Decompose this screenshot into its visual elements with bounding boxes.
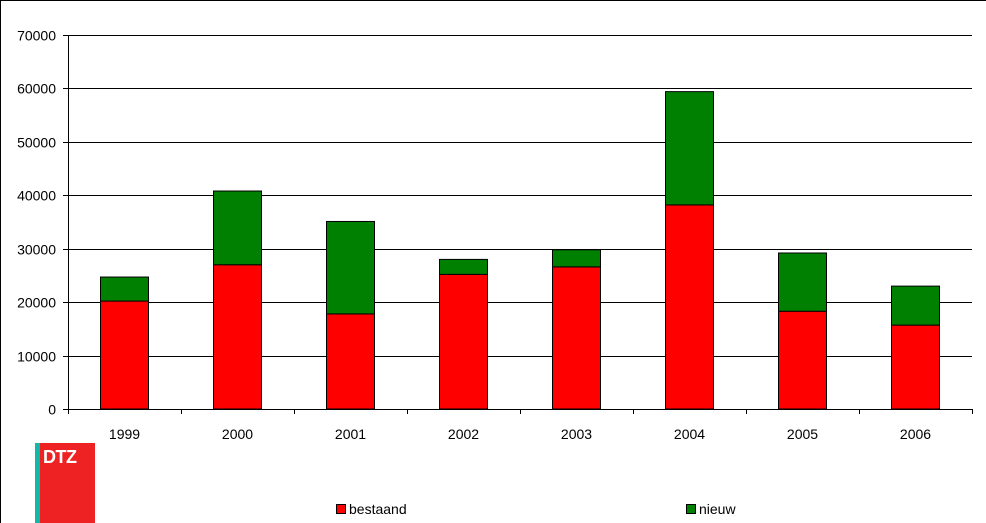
legend-label-nieuw: nieuw — [699, 501, 736, 517]
x-category-label: 2003 — [561, 426, 592, 442]
bar-bestaand — [213, 264, 262, 410]
y-tick-label: 50000 — [17, 135, 56, 151]
bar-nieuw — [439, 258, 488, 275]
bar-bestaand — [891, 324, 940, 410]
x-category-label: 1999 — [109, 426, 140, 442]
dtz-logo: DTZ — [35, 443, 95, 523]
bar-bestaand — [778, 310, 827, 410]
bar-nieuw — [778, 252, 827, 312]
x-category-label: 2005 — [787, 426, 818, 442]
x-category-label: 2004 — [674, 426, 705, 442]
y-tick-label: 20000 — [17, 295, 56, 311]
logo-box: DTZ — [40, 443, 95, 523]
y-tick-label: 30000 — [17, 242, 56, 258]
y-tick-label: 60000 — [17, 81, 56, 97]
x-category-label: 2000 — [222, 426, 253, 442]
legend-swatch-bestaand — [336, 504, 346, 514]
bar-bestaand — [439, 273, 488, 410]
bar-bestaand — [100, 300, 149, 410]
logo-text: DTZ — [43, 447, 77, 467]
bar-nieuw — [552, 249, 601, 268]
y-tick-label: 10000 — [17, 349, 56, 365]
x-category-label: 2006 — [900, 426, 931, 442]
legend-swatch-nieuw — [686, 504, 696, 514]
y-tick-label: 0 — [48, 402, 56, 418]
bar-nieuw — [665, 91, 714, 206]
bar-bestaand — [552, 266, 601, 410]
x-category-label: 2001 — [335, 426, 366, 442]
y-tick-label: 40000 — [17, 188, 56, 204]
bar-bestaand — [665, 204, 714, 410]
bar-nieuw — [100, 276, 149, 302]
bar-nieuw — [891, 285, 940, 326]
y-tick-label: 70000 — [17, 28, 56, 44]
logo-stripe — [35, 443, 40, 523]
bar-bestaand — [326, 313, 375, 410]
bar-nieuw — [213, 190, 262, 266]
legend-item-nieuw: nieuw — [686, 501, 736, 517]
x-category-label: 2002 — [448, 426, 479, 442]
legend-label-bestaand: bestaand — [349, 501, 407, 517]
bar-nieuw — [326, 220, 375, 315]
legend-item-bestaand: bestaand — [336, 501, 407, 517]
